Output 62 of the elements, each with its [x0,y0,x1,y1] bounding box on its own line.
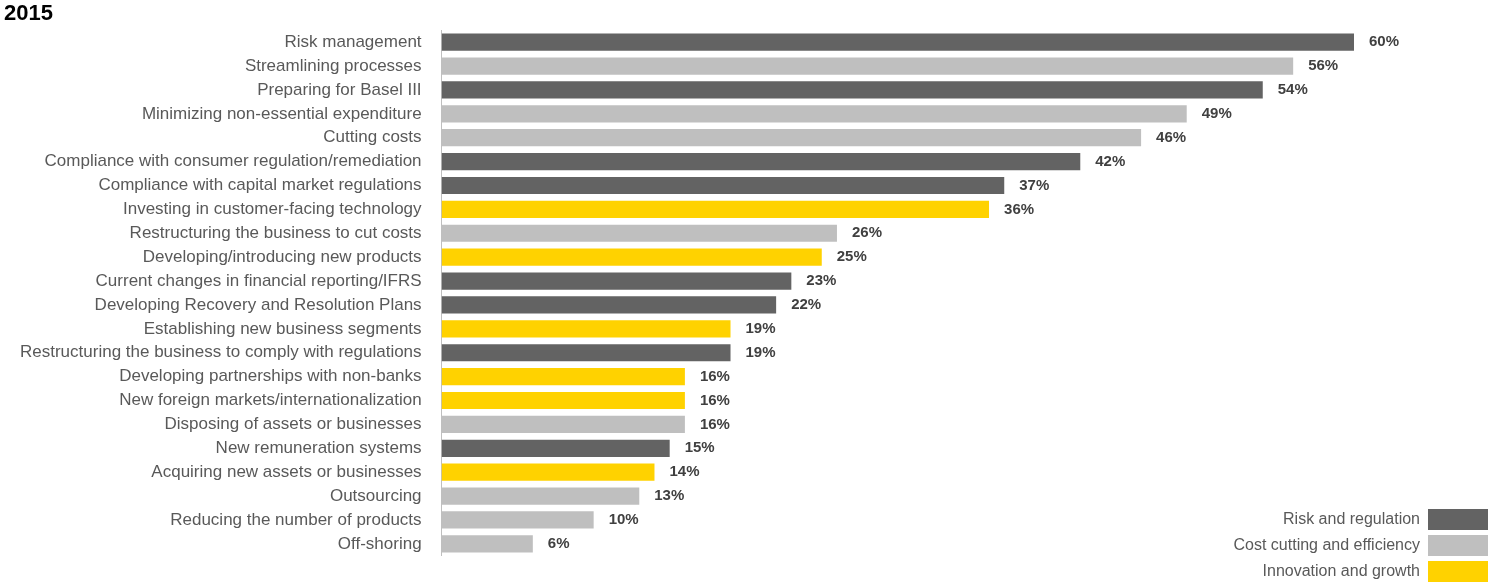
data-label: 42% [1095,151,1126,169]
y-tick-label: Developing/introducing new products [142,246,422,266]
y-tick-label: Investing in customer-facing technology [122,199,423,219]
y-tick-label: Developing Recovery and Resolution Plans [94,294,422,314]
bar [441,248,822,266]
data-label: 25% [836,247,867,265]
y-tick-label: Outsourcing [329,485,422,505]
y-tick-label: Reducing the number of products [170,509,422,529]
data-label: 60% [1369,32,1400,50]
data-label: 22% [791,295,822,313]
legend-label: Cost cutting and efficiency [1233,535,1420,553]
bar [441,344,731,362]
data-label: 13% [654,486,685,504]
bar [441,272,792,290]
y-tick-label: Risk management [284,31,422,51]
data-label: 46% [1156,127,1187,145]
y-tick-label: Minimizing non-essential expenditure [141,103,422,123]
legend-label: Innovation and growth [1262,561,1420,579]
y-tick-label: Restructuring the business to comply with regulations [19,342,422,362]
data-label: 15% [684,438,715,456]
data-label: 14% [669,462,700,480]
y-tick-label: Current changes in financial reporting/IFRS [95,270,422,290]
data-label: 16% [699,390,730,408]
bar [441,368,685,386]
legend-label: Risk and regulation [1283,509,1420,527]
bar [441,200,990,218]
bar [441,463,655,481]
data-label: 37% [1019,175,1050,193]
data-label: 56% [1308,56,1339,74]
data-label: 16% [699,366,730,384]
bar [441,176,1005,195]
y-tick-label: Developing partnerships with non-banks [119,366,422,386]
data-label: 36% [1004,199,1035,217]
y-tick-label: New foreign markets/internationalization [119,390,422,410]
y-tick-label: Streamlining processes [244,55,422,75]
bar [441,33,1354,51]
y-tick-label: Compliance with consumer regulation/remediation [44,151,422,171]
data-label: 54% [1277,80,1308,98]
data-label: 19% [745,318,776,336]
bar [441,81,1263,99]
bar [441,391,685,410]
y-tick-label: Preparing for Basel III [257,79,422,99]
y-tick-label: Establishing new business segments [143,318,422,338]
y-tick-label: New remuneration systems [215,437,422,457]
y-tick-label: Acquiring new assets or businesses [151,461,422,481]
y-tick-label: Disposing of assets or businesses [164,414,422,434]
bar [441,320,731,338]
y-tick-label: Restructuring the business to cut costs [129,222,422,242]
data-label: 23% [806,271,837,289]
bar [441,296,777,314]
data-label: 49% [1201,103,1232,121]
data-label: 10% [608,510,639,528]
data-label: 16% [699,414,730,432]
data-label: 6% [547,534,570,551]
y-tick-label: Compliance with capital market regulations [98,175,422,195]
data-label: 26% [851,223,882,241]
y-tick-label: Cutting costs [323,127,422,147]
data-label: 19% [745,342,776,360]
y-tick-label: Off-shoring [337,533,422,553]
bar [441,153,1081,171]
bar [441,439,670,457]
text: 2015 [4,0,53,26]
